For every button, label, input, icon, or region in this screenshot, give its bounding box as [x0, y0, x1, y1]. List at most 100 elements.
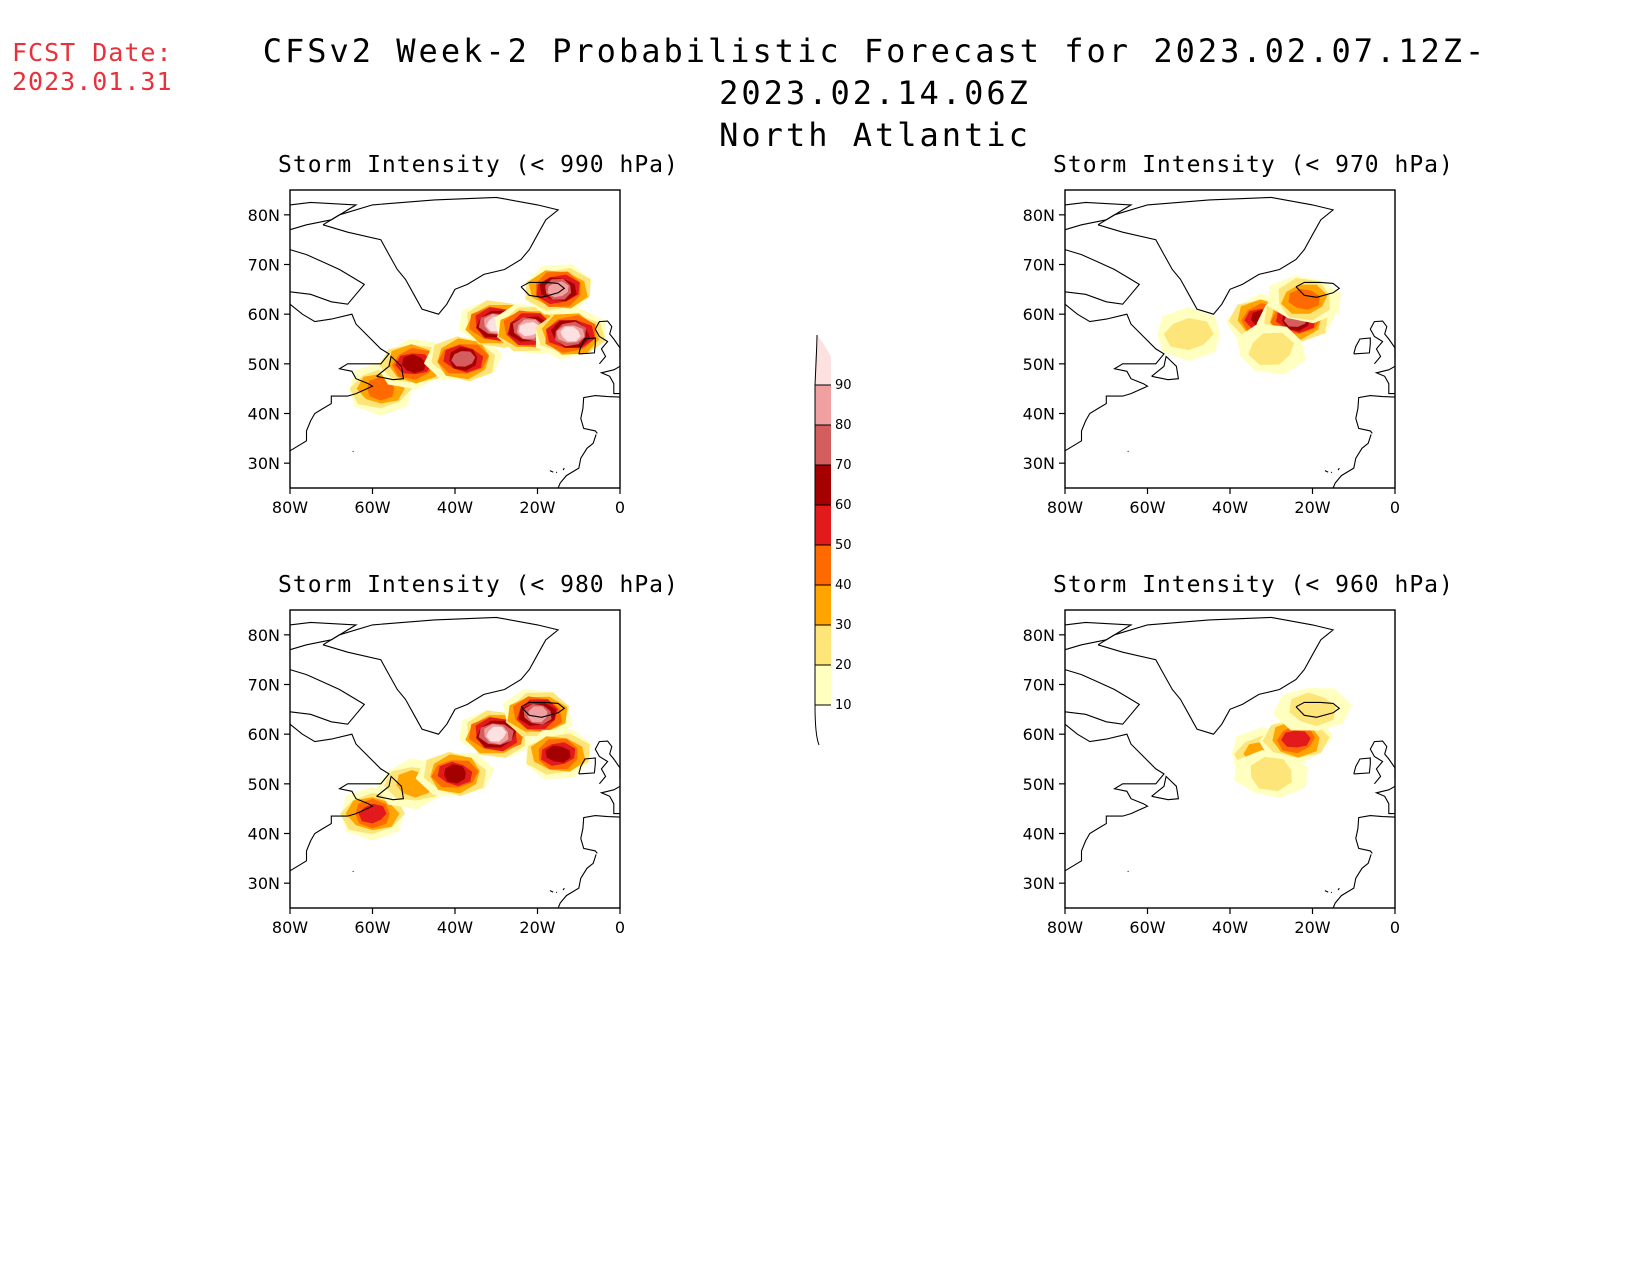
lon-tick-label: 60W	[354, 498, 390, 517]
lon-tick-label: 0	[615, 498, 625, 517]
lat-tick-label: 60N	[248, 725, 280, 744]
colorbar-segment	[815, 625, 831, 665]
lat-tick-label: 40N	[1023, 825, 1055, 844]
coastline	[1295, 281, 1341, 298]
contour-level-90	[486, 726, 507, 742]
coastline	[1324, 890, 1329, 893]
lon-tick-label: 40W	[437, 498, 473, 517]
coastline	[1064, 249, 1141, 305]
lon-tick-label: 20W	[519, 918, 555, 937]
coastline	[1353, 757, 1371, 775]
probability-area	[525, 264, 591, 315]
colorbar-label: 50	[835, 538, 852, 553]
coastline	[555, 891, 558, 894]
lat-tick-label: 50N	[1023, 775, 1055, 794]
lat-tick-label: 60N	[1023, 725, 1055, 744]
lon-tick-label: 80W	[1047, 498, 1083, 517]
lon-tick-label: 80W	[272, 498, 308, 517]
colorbar-label: 60	[835, 498, 852, 513]
probability-area	[415, 751, 495, 797]
colorbar-segment	[815, 505, 831, 545]
colorbar-segment	[815, 585, 831, 625]
coastline	[1127, 450, 1129, 453]
forecast-date-block: FCST Date: 2023.01.31	[12, 38, 173, 96]
lat-tick-label: 80N	[1023, 206, 1055, 225]
colorbar-outline	[814, 334, 818, 386]
colorbar-label: 10	[835, 698, 852, 713]
coastline	[289, 201, 358, 231]
colorbar: 10 20 30 40 50 60 70 80 90	[814, 334, 852, 746]
coastline	[1064, 201, 1133, 231]
panel-title-980: Storm Intensity (< 980 hPa)	[278, 572, 679, 598]
coastline	[578, 337, 596, 355]
contour-level-90	[560, 326, 581, 342]
colorbar-label: 20	[835, 658, 852, 673]
coastline	[1330, 471, 1333, 474]
coastline	[289, 249, 366, 305]
panel-title-990: Storm Intensity (< 990 hPa)	[278, 152, 679, 178]
lat-tick-label: 50N	[248, 775, 280, 794]
coastline	[1097, 616, 1335, 735]
coastline	[289, 621, 358, 651]
lat-tick-label: 40N	[248, 405, 280, 424]
map-panel-960: 80N 70N 60N 50N 40N 30N 80W 60W 40W 20W 0	[1023, 609, 1400, 937]
coastline	[376, 775, 405, 801]
coastline	[1330, 891, 1333, 894]
lon-tick-label: 0	[1390, 918, 1400, 937]
coastline	[555, 471, 558, 474]
lon-tick-label: 20W	[1294, 918, 1330, 937]
lon-tick-label: 20W	[1294, 498, 1330, 517]
coastline	[562, 467, 565, 471]
panel-title-960: Storm Intensity (< 960 hPa)	[1053, 572, 1454, 598]
probability-area	[1236, 323, 1306, 375]
plot-area	[1065, 610, 1395, 908]
coastline	[289, 669, 366, 725]
contour-level-80	[527, 706, 548, 723]
coastline	[1151, 775, 1180, 801]
lon-tick-label: 0	[1390, 498, 1400, 517]
coastline	[594, 320, 621, 365]
coastline	[1064, 303, 1165, 452]
colorbar-segment	[815, 385, 831, 425]
coastline	[549, 890, 554, 893]
coastline	[520, 701, 566, 718]
coastline	[1324, 470, 1329, 473]
colorbar-label: 90	[835, 378, 852, 393]
probability-area	[1273, 688, 1352, 731]
coastline	[1374, 365, 1396, 395]
lat-tick-label: 50N	[248, 355, 280, 374]
region-subtitle: North Atlantic	[719, 116, 1031, 154]
coastline	[599, 365, 621, 395]
coastline	[1369, 740, 1396, 785]
probability-area	[340, 786, 405, 841]
coastline	[580, 395, 621, 434]
coastline	[1337, 887, 1340, 891]
colorbar-label: 70	[835, 458, 852, 473]
lon-tick-label: 40W	[1212, 918, 1248, 937]
contour-level-60	[444, 764, 466, 784]
lat-tick-label: 80N	[248, 206, 280, 225]
map-panel-990: 80N 70N 60N 50N 40N 30N 80W 60W 40W 20W 0	[248, 189, 625, 517]
coastline	[578, 757, 596, 775]
lon-tick-label: 80W	[272, 918, 308, 937]
coastline	[289, 723, 390, 872]
lat-tick-label: 50N	[1023, 355, 1055, 374]
colorbar-outline	[814, 704, 820, 746]
colorbar-label: 30	[835, 618, 852, 633]
coastline	[352, 450, 354, 453]
coastline	[1332, 434, 1372, 489]
coastline	[594, 740, 621, 785]
lon-tick-label: 40W	[437, 918, 473, 937]
coastline	[562, 887, 565, 891]
contour-level-50	[1281, 730, 1311, 748]
lat-tick-label: 40N	[1023, 405, 1055, 424]
probability-area	[1157, 307, 1220, 361]
contour-level-50	[358, 803, 387, 824]
contour-level-60	[401, 354, 426, 374]
probability-area	[1267, 275, 1342, 324]
contour-level-40	[1288, 288, 1320, 310]
probability-area	[376, 338, 451, 390]
contour-level-80	[547, 281, 569, 298]
contour-level-70	[451, 351, 476, 367]
lon-tick-label: 60W	[354, 918, 390, 937]
